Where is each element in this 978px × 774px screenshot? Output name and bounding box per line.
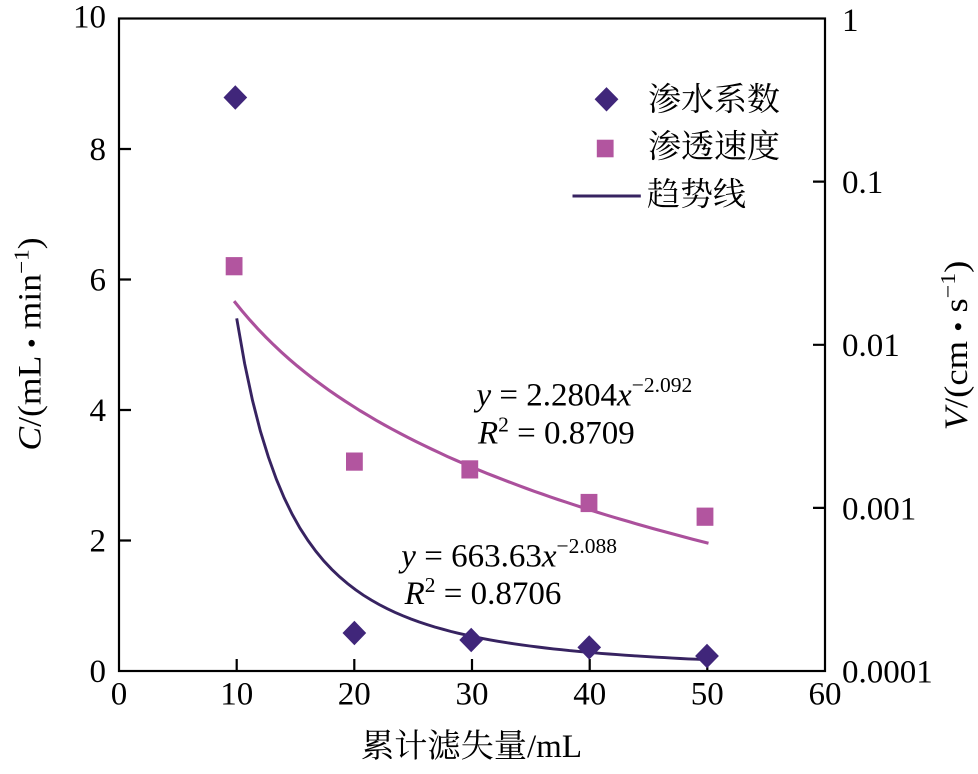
svg-text:0: 0 <box>90 654 107 690</box>
svg-text:R2 = 0.8706: R2 = 0.8706 <box>404 573 562 612</box>
svg-text:8: 8 <box>90 132 107 168</box>
svg-text:0.0001: 0.0001 <box>842 655 933 691</box>
svg-text:/mL: /mL <box>527 729 582 765</box>
svg-text:0.1: 0.1 <box>842 165 883 201</box>
svg-text:0.01: 0.01 <box>842 328 900 364</box>
svg-text:6: 6 <box>90 263 107 299</box>
svg-text:2: 2 <box>90 524 107 560</box>
svg-text:10: 10 <box>220 677 253 713</box>
svg-text:0.001: 0.001 <box>842 491 916 527</box>
svg-text:20: 20 <box>338 677 371 713</box>
svg-text:R2 = 0.8709: R2 = 0.8709 <box>477 413 635 452</box>
svg-text:y = 663.63x−2.088: y = 663.63x−2.088 <box>398 534 617 575</box>
svg-text:10: 10 <box>73 0 106 36</box>
svg-text:1: 1 <box>842 3 859 39</box>
svg-text:4: 4 <box>90 393 107 429</box>
svg-text:0: 0 <box>111 677 128 713</box>
svg-text:30: 30 <box>456 677 489 713</box>
svg-text:40: 40 <box>573 677 606 713</box>
svg-text:50: 50 <box>691 677 724 713</box>
svg-text:60: 60 <box>809 677 842 713</box>
svg-text:C/(mL • min−1): C/(mL • min−1) <box>9 237 48 450</box>
